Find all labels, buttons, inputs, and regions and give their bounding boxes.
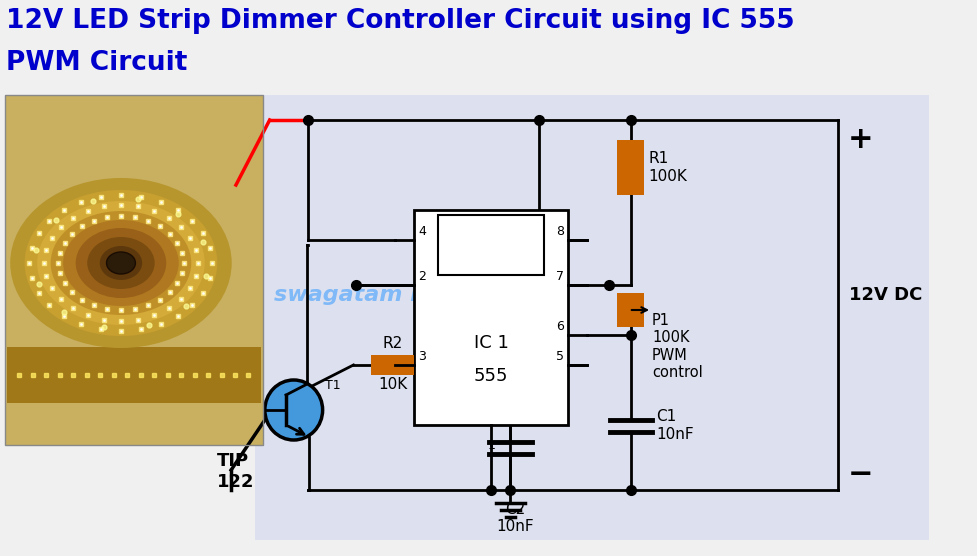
Bar [5, 95, 263, 445]
Text: 3: 3 [418, 350, 426, 363]
Text: C1
10nF: C1 10nF [656, 409, 694, 441]
Text: 6: 6 [557, 320, 565, 333]
Text: 1: 1 [488, 439, 495, 452]
Ellipse shape [64, 220, 179, 306]
Ellipse shape [51, 211, 191, 315]
Bar [255, 95, 929, 540]
Bar [617, 293, 644, 327]
Bar [371, 355, 414, 375]
Text: +: + [847, 125, 873, 154]
Bar [414, 210, 569, 425]
Text: R1
100K: R1 100K [648, 151, 687, 183]
Ellipse shape [37, 201, 205, 325]
Text: TIP
122: TIP 122 [217, 452, 254, 491]
Ellipse shape [75, 228, 166, 298]
Text: 2: 2 [418, 270, 426, 283]
Text: −: − [847, 460, 873, 489]
Text: PWM Circuit: PWM Circuit [6, 50, 188, 76]
Text: T1: T1 [324, 379, 340, 391]
Text: R2: R2 [382, 336, 403, 351]
Bar [439, 215, 544, 275]
Text: 12V DC: 12V DC [849, 286, 923, 304]
Text: 10K: 10K [378, 377, 407, 392]
Text: C2
10nF: C2 10nF [496, 502, 534, 534]
Ellipse shape [106, 252, 136, 274]
Text: 5: 5 [556, 350, 565, 363]
Text: swagatam innovations: swagatam innovations [275, 285, 557, 305]
Circle shape [265, 380, 322, 440]
Text: 4: 4 [418, 225, 426, 238]
Text: 555: 555 [474, 366, 508, 385]
Ellipse shape [100, 246, 142, 280]
Ellipse shape [10, 178, 232, 348]
Bar [5, 95, 263, 445]
Text: 8: 8 [556, 225, 565, 238]
Bar [7, 347, 261, 403]
Text: IC 1: IC 1 [474, 334, 509, 353]
Bar [617, 140, 644, 195]
Ellipse shape [24, 190, 217, 336]
Ellipse shape [87, 237, 154, 289]
Text: P1
100K
PWM
control: P1 100K PWM control [652, 313, 702, 380]
Text: 7: 7 [556, 270, 565, 283]
Text: 12V LED Strip Dimmer Controller Circuit using IC 555: 12V LED Strip Dimmer Controller Circuit … [6, 8, 794, 34]
